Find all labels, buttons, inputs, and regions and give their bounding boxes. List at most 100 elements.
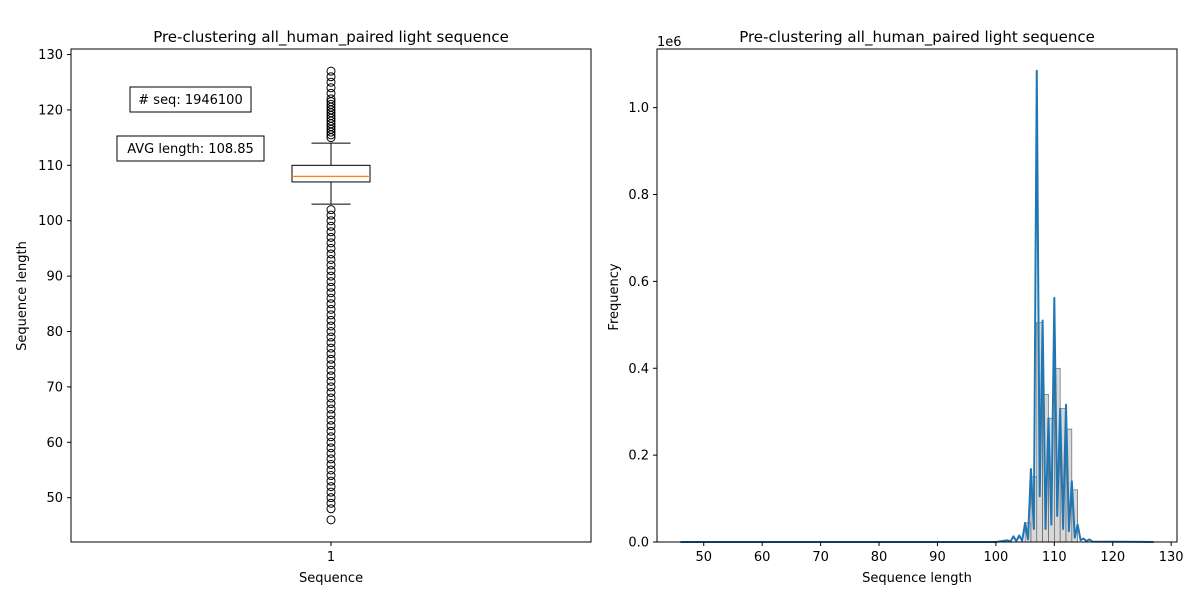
y-tick-label: 0.8 <box>628 188 649 203</box>
x-tick-label: 120 <box>1100 550 1125 565</box>
outlier-point <box>326 77 336 87</box>
boxplot-x-label: Sequence <box>299 571 363 586</box>
y-tick-label: 70 <box>46 380 63 395</box>
outlier-point <box>326 271 336 281</box>
outlier-point <box>326 249 336 259</box>
outlier-point <box>326 382 336 392</box>
outlier-point <box>326 448 336 458</box>
y-tick-label: 80 <box>46 325 63 340</box>
avg-length-annotation-box <box>116 135 265 162</box>
seq-count-annotation-box <box>129 86 252 113</box>
outlier-point <box>326 371 336 381</box>
histogram-axes-frame <box>656 48 1178 543</box>
y-tick-label: 0.4 <box>628 362 649 377</box>
y-tick-label: 1.0 <box>628 101 649 116</box>
histogram-y-ticks: 0.0 0.2 0.4 0.6 0.8 1.0 <box>628 101 657 551</box>
outlier-point <box>326 426 336 436</box>
y-tick-label: 50 <box>46 491 63 506</box>
outlier-point <box>326 387 336 397</box>
outlier-point <box>326 459 336 469</box>
boxplot-y-label: Sequence length <box>15 241 30 351</box>
outlier-point <box>326 321 336 331</box>
outlier-point <box>326 482 336 492</box>
outlier-point <box>326 232 336 242</box>
outlier-point <box>326 360 336 370</box>
outlier-point <box>326 72 336 82</box>
y-tick-label: 130 <box>38 48 63 63</box>
outlier-point <box>326 293 336 303</box>
histogram-x-ticks: 50 60 70 80 90 100 110 120 130 <box>695 542 1184 565</box>
seq-count-annotation: # seq: 1946100 <box>138 93 242 108</box>
outlier-point <box>326 277 336 287</box>
outlier-point <box>326 338 336 348</box>
outlier-point <box>326 465 336 475</box>
x-tick-label: 130 <box>1159 550 1184 565</box>
outlier-point <box>326 365 336 375</box>
outlier-point <box>326 393 336 403</box>
outlier-point <box>326 504 336 514</box>
outlier-point <box>326 94 336 104</box>
outlier-point <box>326 432 336 442</box>
outlier-point <box>326 299 336 309</box>
boxplot-outliers <box>326 66 336 525</box>
outlier-point <box>326 327 336 337</box>
x-tick-label: 100 <box>983 550 1008 565</box>
outlier-point <box>326 238 336 248</box>
outlier-point <box>326 205 336 215</box>
outlier-point <box>326 288 336 298</box>
outlier-point <box>326 315 336 325</box>
x-tick-label: 110 <box>1042 550 1067 565</box>
outlier-point <box>326 243 336 253</box>
outlier-point <box>326 266 336 276</box>
outlier-point <box>326 454 336 464</box>
outlier-point <box>326 471 336 481</box>
outlier-point <box>326 310 336 320</box>
outlier-point <box>326 304 336 314</box>
y-tick-label: 60 <box>46 436 63 451</box>
outlier-point <box>326 476 336 486</box>
outlier-point <box>326 349 336 359</box>
outlier-point <box>326 498 336 508</box>
y-tick-label: 90 <box>46 270 63 285</box>
x-tick-label: 70 <box>812 550 829 565</box>
boxplot-x-ticks: 1 <box>327 542 335 565</box>
outlier-point <box>326 216 336 226</box>
histogram-panel: Pre-clustering all_human_paired light se… <box>607 28 1184 586</box>
histogram-x-label: Sequence length <box>862 571 972 586</box>
outlier-point <box>326 260 336 270</box>
iqr-box <box>291 164 371 183</box>
outlier-point <box>326 487 336 497</box>
outlier-point <box>326 282 336 292</box>
boxplot-panel: Pre-clustering all_human_paired light se… <box>15 28 592 586</box>
outlier-point <box>326 421 336 431</box>
frequency-line <box>680 69 1154 543</box>
y-tick-label: 0.6 <box>628 275 649 290</box>
boxplot-box <box>291 142 371 205</box>
outlier-point <box>326 343 336 353</box>
boxplot-title: Pre-clustering all_human_paired light se… <box>153 28 509 47</box>
x-tick-label: 80 <box>871 550 888 565</box>
histogram-title: Pre-clustering all_human_paired light se… <box>739 28 1095 47</box>
outlier-point <box>326 404 336 414</box>
boxplot-y-ticks: 50 60 70 80 90 100 110 120 130 <box>38 48 71 506</box>
outlier-point <box>326 399 336 409</box>
y-offset-label: 1e6 <box>657 35 682 50</box>
outlier-point <box>326 376 336 386</box>
outlier-point <box>326 493 336 503</box>
histogram-y-label: Frequency <box>607 263 622 330</box>
y-tick-label: 100 <box>38 214 63 229</box>
avg-length-annotation: AVG length: 108.85 <box>127 142 254 157</box>
outlier-point <box>326 254 336 264</box>
outlier-point <box>326 221 336 231</box>
y-tick-label: 0.2 <box>628 449 649 464</box>
x-tick-label: 60 <box>754 550 771 565</box>
y-tick-label: 110 <box>38 159 63 174</box>
x-tick-label: 1 <box>327 550 335 565</box>
x-tick-label: 50 <box>695 550 712 565</box>
outlier-point <box>326 354 336 364</box>
outlier-point <box>326 83 336 93</box>
outlier-point <box>326 99 336 109</box>
outlier-point <box>326 66 336 76</box>
outlier-point <box>326 515 336 525</box>
